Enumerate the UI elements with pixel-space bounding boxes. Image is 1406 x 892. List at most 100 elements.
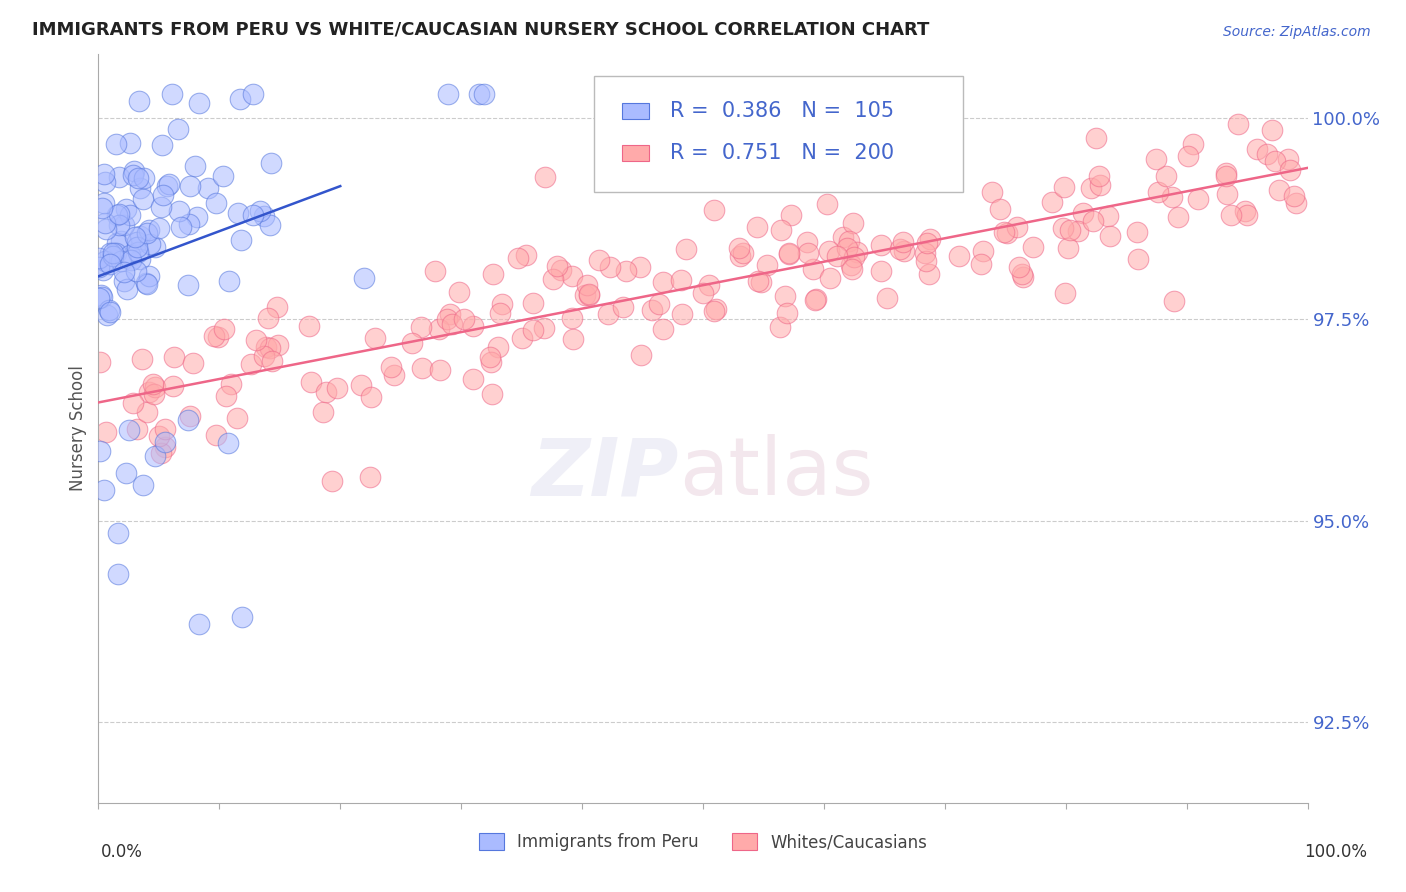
FancyBboxPatch shape — [595, 76, 963, 192]
Point — [129, 252, 152, 266]
Point — [835, 241, 858, 255]
Point — [1011, 267, 1033, 281]
Point — [1177, 149, 1199, 163]
Point — [177, 217, 200, 231]
Point — [350, 377, 373, 392]
Point — [1278, 162, 1301, 177]
Point — [114, 466, 136, 480]
Point — [1268, 183, 1291, 197]
Point — [186, 210, 208, 224]
Point — [915, 254, 938, 268]
Point — [510, 331, 533, 345]
Point — [1246, 142, 1268, 156]
Point — [93, 196, 115, 211]
Point — [533, 321, 555, 335]
Point — [179, 178, 201, 193]
Point — [253, 209, 276, 223]
Point — [101, 245, 124, 260]
Point — [1167, 211, 1189, 225]
Point — [630, 348, 652, 362]
Point — [1084, 131, 1107, 145]
Point — [124, 230, 146, 244]
Point — [423, 264, 446, 278]
Point — [205, 196, 228, 211]
Point — [312, 405, 335, 419]
Point — [108, 218, 131, 232]
Point — [801, 262, 824, 277]
Point — [1264, 153, 1286, 168]
Point — [1057, 241, 1080, 255]
Point — [440, 318, 463, 332]
Point — [692, 285, 714, 300]
Point — [479, 355, 502, 369]
Point — [914, 245, 936, 260]
Text: R =  0.386   N =  105: R = 0.386 N = 105 — [671, 101, 894, 121]
Point — [107, 567, 129, 582]
Point — [845, 244, 868, 259]
Point — [541, 272, 564, 286]
Point — [260, 354, 283, 368]
Point — [768, 320, 790, 334]
Point — [481, 268, 503, 282]
Point — [876, 291, 898, 305]
Point — [138, 385, 160, 400]
Point — [887, 149, 910, 163]
Point — [138, 223, 160, 237]
Point — [727, 241, 749, 255]
Point — [142, 377, 165, 392]
Text: Source: ZipAtlas.com: Source: ZipAtlas.com — [1223, 25, 1371, 39]
Point — [773, 289, 796, 303]
Point — [125, 264, 148, 278]
Point — [522, 296, 544, 310]
Point — [162, 379, 184, 393]
Point — [574, 287, 596, 301]
Point — [599, 260, 621, 274]
Point — [447, 285, 470, 300]
Point — [121, 168, 143, 182]
Point — [697, 278, 720, 293]
Point — [675, 242, 697, 256]
Point — [353, 271, 375, 285]
Point — [253, 349, 276, 363]
Point — [409, 320, 432, 334]
Text: 100.0%: 100.0% — [1303, 843, 1367, 861]
Point — [145, 240, 167, 254]
Point — [242, 87, 264, 101]
Point — [630, 260, 652, 274]
Point — [257, 311, 280, 326]
Point — [401, 336, 423, 351]
Point — [153, 422, 176, 436]
Point — [143, 387, 166, 401]
Point — [804, 293, 827, 307]
Point — [648, 297, 671, 311]
Point — [105, 137, 128, 152]
Point — [229, 234, 252, 248]
Point — [1088, 169, 1111, 184]
Point — [128, 229, 150, 244]
Point — [197, 181, 219, 195]
Point — [439, 307, 461, 321]
Point — [515, 247, 537, 261]
Point — [578, 287, 600, 301]
Point — [229, 92, 252, 106]
Point — [988, 202, 1011, 216]
Point — [127, 240, 149, 254]
Point — [298, 318, 321, 333]
Point — [1182, 137, 1205, 152]
Point — [266, 300, 288, 314]
Point — [776, 305, 799, 319]
Point — [132, 192, 155, 206]
Point — [1052, 221, 1074, 235]
Y-axis label: Nursery School: Nursery School — [69, 365, 87, 491]
Point — [1097, 209, 1119, 223]
Point — [981, 186, 1004, 200]
Point — [226, 205, 249, 219]
Point — [136, 405, 159, 419]
Point — [1163, 293, 1185, 308]
Point — [1144, 153, 1167, 167]
Point — [588, 253, 610, 268]
Point — [231, 610, 253, 624]
Point — [486, 340, 509, 354]
Point — [315, 385, 337, 400]
Point — [267, 338, 290, 352]
